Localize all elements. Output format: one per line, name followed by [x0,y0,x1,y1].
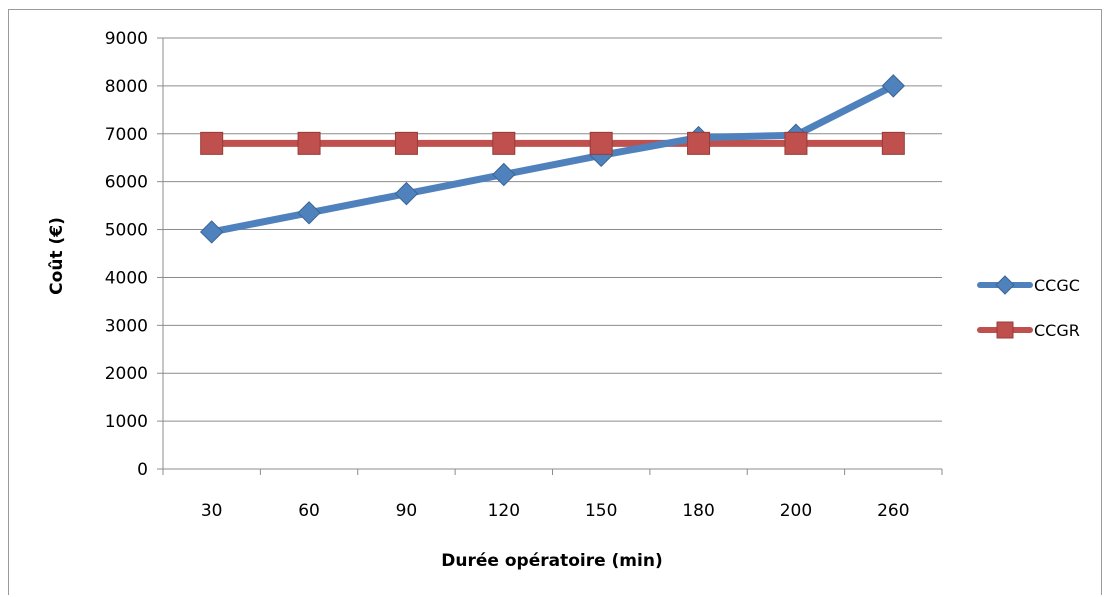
x-tick-label: 260 [877,501,909,521]
data-point-ccgc [199,220,224,244]
data-point-ccgr [394,131,418,155]
x-tick-label: 180 [682,501,714,521]
data-point-ccgr [687,131,711,155]
y-tick-label: 7000 [105,125,148,145]
legend-marker-ccgr [996,321,1014,339]
gridlines [163,37,942,422]
x-tick-label: 90 [396,501,418,521]
legend-marker-ccgc [995,275,1015,295]
y-tick-label: 1000 [105,412,148,432]
data-point-ccgr [492,131,516,155]
data-point-ccgc [881,74,906,98]
x-tick-labels: 30 60 90 120 150 180 200 260 [201,501,910,521]
series-lines [208,82,897,236]
y-axis-title: Coût (€) [47,217,67,295]
legend-label-ccgr: CCGR [1034,321,1080,340]
data-point-ccgc [297,201,321,225]
y-tick-label: 3000 [105,316,148,336]
x-tick-label: 120 [488,501,520,521]
data-point-ccgr [589,131,613,155]
data-point-ccgr [297,131,321,155]
data-point-ccgc [492,162,516,187]
series-markers [199,74,906,244]
data-point-ccgr [200,131,224,155]
data-point-ccgr [881,131,905,155]
y-tick-labels: 0 1000 2000 3000 4000 5000 6000 7000 8000 9000 [105,29,148,480]
legend: CCGC CCGR [977,275,1080,340]
y-tick-label: 0 [137,460,148,480]
series-line-ccgc [208,82,897,236]
chart-frame [8,9,1102,595]
y-tick-label: 6000 [105,173,148,193]
legend-label-ccgc: CCGC [1034,276,1080,295]
axes [157,37,943,475]
x-tick-label: 200 [780,501,812,521]
y-tick-label: 8000 [105,77,148,97]
y-tick-label: 4000 [105,268,148,288]
y-tick-label: 5000 [105,221,148,241]
x-tick-label: 60 [298,501,320,521]
y-tick-label: 2000 [105,364,148,384]
data-point-ccgr [784,131,808,155]
x-axis-title: Durée opératoire (min) [441,551,662,571]
data-point-ccgc [394,181,419,206]
x-tick-label: 30 [201,501,223,521]
y-tick-label: 9000 [105,29,148,49]
x-tick-label: 150 [585,501,617,521]
